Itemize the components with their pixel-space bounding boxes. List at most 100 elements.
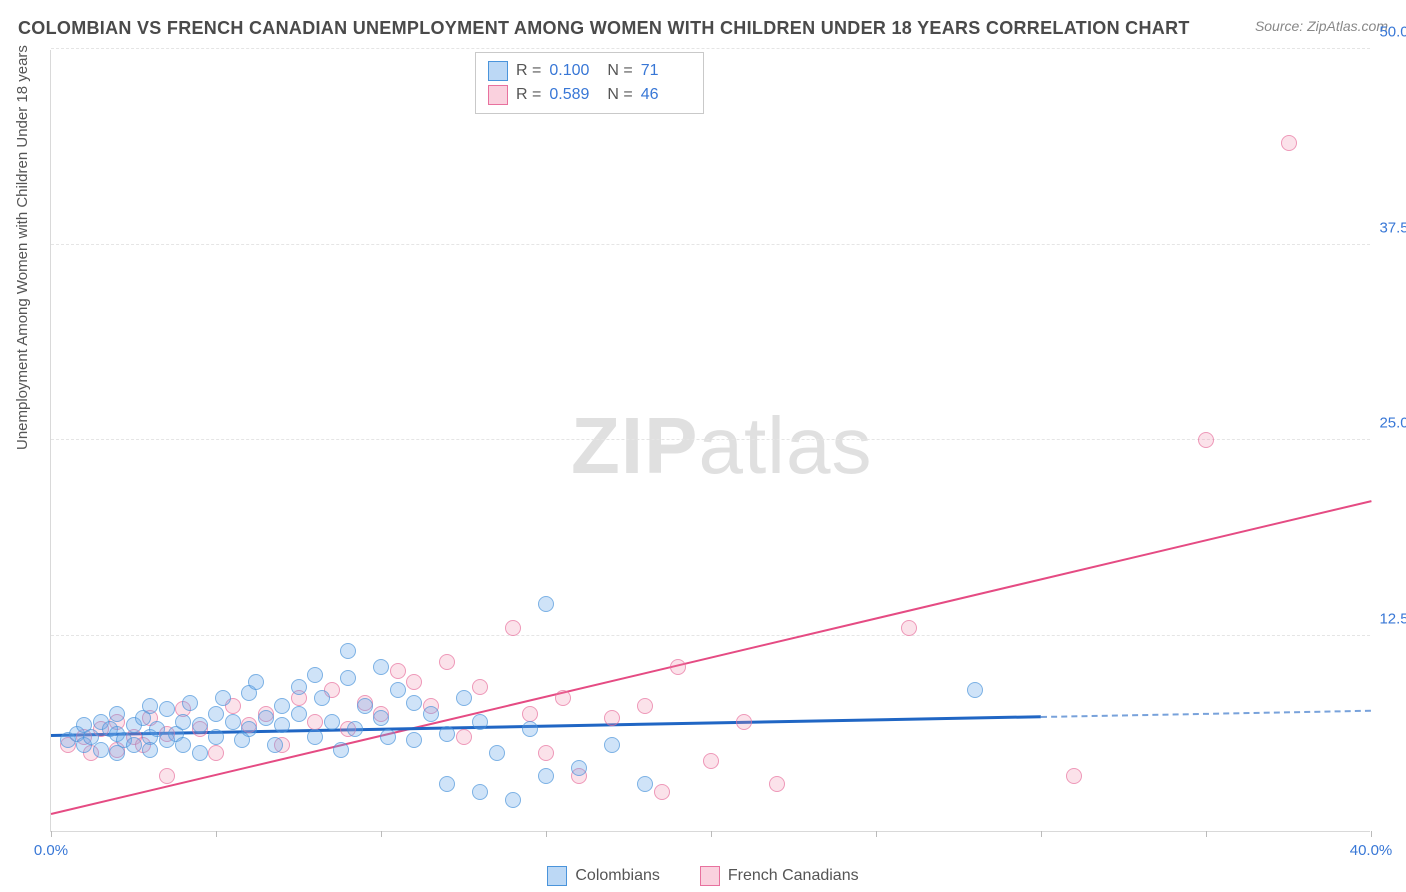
x-tick-label: 0.0% (34, 842, 68, 859)
point-colombian (274, 717, 290, 733)
y-tick-label: 37.5% (1379, 219, 1406, 236)
point-french-canadian (555, 690, 571, 706)
point-colombian (380, 729, 396, 745)
y-tick-label: 25.0% (1379, 415, 1406, 432)
point-french-canadian (604, 710, 620, 726)
x-tick (216, 831, 217, 837)
point-colombian (93, 742, 109, 758)
point-colombian (505, 792, 521, 808)
point-colombian (258, 710, 274, 726)
x-tick (876, 831, 877, 837)
point-colombian (175, 737, 191, 753)
point-colombian (340, 643, 356, 659)
point-colombian (109, 706, 125, 722)
bottom-legend: Colombians French Canadians (0, 866, 1406, 886)
gridline (51, 244, 1370, 245)
point-colombian (489, 745, 505, 761)
point-colombian (126, 737, 142, 753)
swatch-pink-icon (488, 85, 508, 105)
point-colombian (192, 745, 208, 761)
trend-line (1041, 710, 1371, 718)
point-colombian (406, 732, 422, 748)
source-attribution: Source: ZipAtlas.com (1255, 18, 1388, 34)
point-french-canadian (439, 654, 455, 670)
y-tick-label: 50.0% (1379, 24, 1406, 41)
gridline (51, 635, 1370, 636)
plot-area: ZIPatlas 12.5%25.0%37.5%50.0%0.0%40.0% (50, 50, 1370, 832)
point-french-canadian (208, 745, 224, 761)
point-colombian (291, 679, 307, 695)
x-tick (1206, 831, 1207, 837)
gridline (51, 48, 1370, 49)
y-axis-label: Unemployment Among Women with Children U… (14, 45, 31, 450)
point-colombian (324, 714, 340, 730)
chart-title: COLOMBIAN VS FRENCH CANADIAN UNEMPLOYMEN… (18, 18, 1190, 39)
point-colombian (142, 698, 158, 714)
point-colombian (333, 742, 349, 758)
point-french-canadian (406, 674, 422, 690)
point-colombian (472, 714, 488, 730)
point-colombian (208, 706, 224, 722)
y-tick-label: 12.5% (1379, 610, 1406, 627)
point-colombian (390, 682, 406, 698)
point-colombian (456, 690, 472, 706)
x-tick-label: 40.0% (1350, 842, 1393, 859)
point-colombian (347, 721, 363, 737)
point-french-canadian (736, 714, 752, 730)
point-colombian (538, 768, 554, 784)
point-colombian (208, 729, 224, 745)
point-colombian (182, 695, 198, 711)
stats-row-colombians: R = 0.100 N = 71 (488, 59, 691, 83)
point-french-canadian (522, 706, 538, 722)
point-french-canadian (538, 745, 554, 761)
point-french-canadian (1281, 135, 1297, 151)
point-french-canadian (307, 714, 323, 730)
x-tick (1371, 831, 1372, 837)
point-colombian (267, 737, 283, 753)
point-colombian (307, 667, 323, 683)
point-colombian (175, 714, 191, 730)
point-colombian (192, 717, 208, 733)
point-french-canadian (159, 768, 175, 784)
point-colombian (340, 670, 356, 686)
point-colombian (373, 659, 389, 675)
stats-legend-box: R = 0.100 N = 71 R = 0.589 N = 46 (475, 52, 704, 114)
point-french-canadian (654, 784, 670, 800)
legend-item-colombians: Colombians (547, 866, 659, 886)
point-colombian (637, 776, 653, 792)
x-tick (51, 831, 52, 837)
point-colombian (248, 674, 264, 690)
x-tick (711, 831, 712, 837)
point-colombian (159, 701, 175, 717)
point-colombian (967, 682, 983, 698)
point-colombian (291, 706, 307, 722)
point-french-canadian (637, 698, 653, 714)
point-colombian (423, 706, 439, 722)
x-tick (1041, 831, 1042, 837)
point-colombian (472, 784, 488, 800)
watermark: ZIPatlas (571, 400, 872, 492)
point-french-canadian (472, 679, 488, 695)
x-tick (546, 831, 547, 837)
legend-item-french-canadians: French Canadians (700, 866, 859, 886)
point-colombian (357, 698, 373, 714)
gridline (51, 439, 1370, 440)
point-colombian (225, 714, 241, 730)
point-colombian (406, 695, 422, 711)
point-french-canadian (901, 620, 917, 636)
point-colombian (522, 721, 538, 737)
x-tick (381, 831, 382, 837)
point-colombian (314, 690, 330, 706)
point-colombian (142, 742, 158, 758)
point-colombian (439, 776, 455, 792)
point-french-canadian (769, 776, 785, 792)
point-french-canadian (456, 729, 472, 745)
point-french-canadian (703, 753, 719, 769)
chart-header: COLOMBIAN VS FRENCH CANADIAN UNEMPLOYMEN… (18, 18, 1388, 39)
point-french-canadian (1066, 768, 1082, 784)
point-french-canadian (1198, 432, 1214, 448)
point-french-canadian (505, 620, 521, 636)
point-colombian (571, 760, 587, 776)
point-french-canadian (390, 663, 406, 679)
point-colombian (538, 596, 554, 612)
